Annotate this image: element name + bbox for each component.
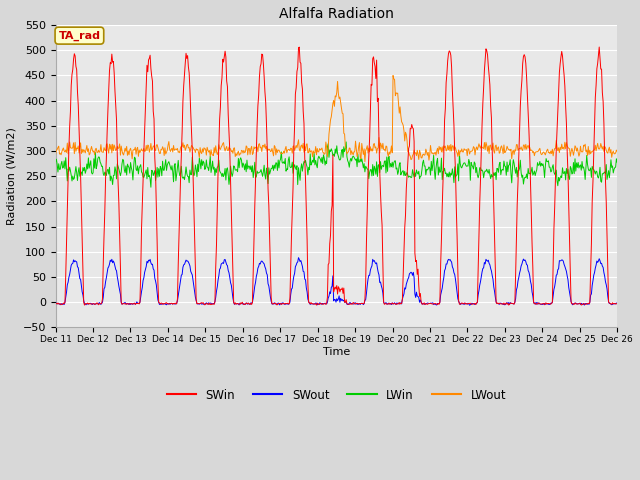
Title: Alfalfa Radiation: Alfalfa Radiation xyxy=(279,7,394,21)
Text: TA_rad: TA_rad xyxy=(58,31,100,41)
Y-axis label: Radiation (W/m2): Radiation (W/m2) xyxy=(7,127,17,225)
X-axis label: Time: Time xyxy=(323,347,350,357)
Legend: SWin, SWout, LWin, LWout: SWin, SWout, LWin, LWout xyxy=(162,384,511,406)
